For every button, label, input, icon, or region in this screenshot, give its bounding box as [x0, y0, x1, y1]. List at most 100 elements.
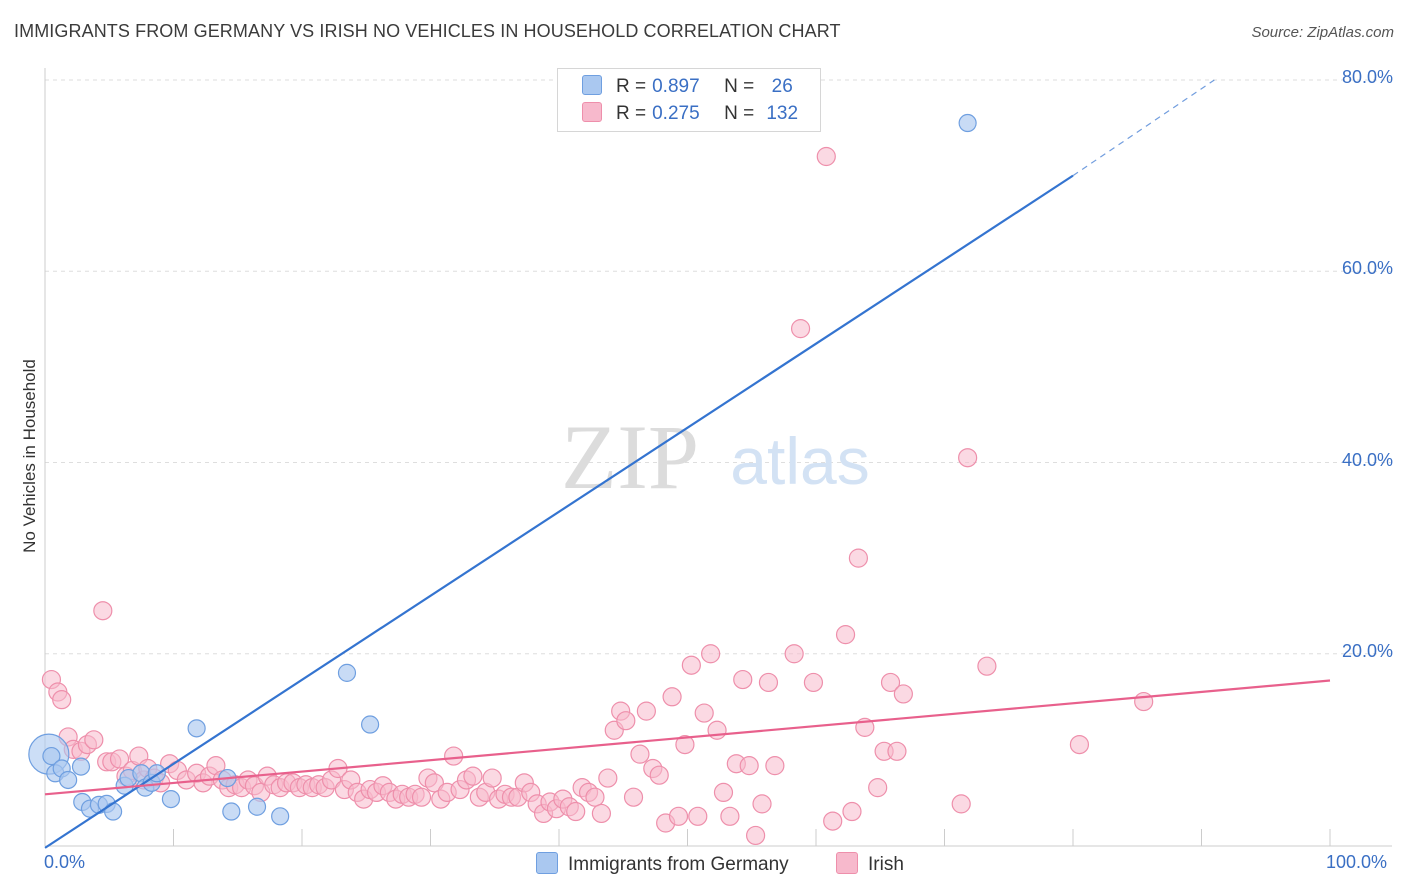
irish-point [623, 787, 644, 807]
bottom-legend-swatch-irish [836, 852, 858, 874]
irish-point [707, 720, 727, 740]
legend-n-label: N = [724, 76, 755, 97]
irish-point [893, 684, 913, 704]
irish-point [823, 811, 843, 831]
grid-lines [45, 79, 1392, 655]
legend-r-label: R = [616, 103, 647, 124]
irish-point [463, 766, 483, 786]
irish-point [616, 711, 636, 731]
irish-point [816, 146, 836, 167]
irish-point [746, 825, 766, 846]
irish-point [958, 448, 978, 468]
germany-trend-line [44, 174, 1074, 849]
legend-r-value: 0.275 [652, 103, 700, 124]
irish-point [636, 701, 656, 721]
irish-point [842, 801, 862, 822]
irish-point [758, 672, 779, 693]
germany-point [59, 770, 78, 790]
chart-source: Source: ZipAtlas.com [1251, 24, 1394, 41]
germany-point [104, 802, 123, 821]
irish-point [880, 672, 901, 693]
germany-trend-extension [1072, 79, 1215, 177]
watermark-zip: ZIP [561, 406, 699, 508]
irish-point [848, 548, 869, 568]
irish-point [790, 319, 811, 339]
germany-point [42, 746, 61, 766]
irish-trend-line [44, 679, 1331, 796]
legend-n-value: 132 [766, 103, 799, 124]
irish-point [630, 744, 650, 764]
y-tick-label: 80.0% [1341, 67, 1393, 87]
axes [44, 68, 1392, 847]
irish-point [598, 768, 618, 788]
irish-point [1134, 691, 1154, 712]
irish-point [52, 690, 72, 710]
irish-point [675, 734, 695, 755]
bottom-legend-label-irish: Irish [868, 854, 904, 875]
x-tick-label-max: 100.0% [1326, 852, 1388, 872]
irish-point [868, 778, 888, 798]
irish-point [424, 773, 444, 793]
irish-point [765, 756, 785, 776]
irish-point [649, 765, 669, 785]
legend-n-label: N = [724, 103, 755, 124]
y-tick-label: 60.0% [1341, 258, 1393, 279]
x-tick-label-min: 0.0% [44, 852, 86, 872]
bottom-legend-swatch-germany [536, 852, 558, 874]
irish-point [1069, 734, 1090, 755]
irish-point [803, 672, 824, 693]
irish-point [482, 768, 502, 788]
germany-points [28, 113, 977, 826]
irish-point [566, 801, 586, 822]
irish-point [585, 787, 605, 807]
irish-point [411, 787, 432, 807]
germany-point [337, 663, 357, 682]
irish-point [591, 803, 612, 824]
bottom-legend-irish: Irish [836, 852, 904, 876]
legend-swatch-irish [582, 102, 602, 122]
irish-point [733, 669, 753, 690]
irish-point [701, 644, 721, 664]
irish-point [739, 756, 759, 776]
irish-point [713, 782, 734, 803]
germany-point [247, 797, 267, 816]
irish-point [977, 656, 997, 676]
germany-point [161, 789, 181, 809]
irish-point [887, 741, 907, 761]
germany-point [222, 802, 241, 821]
irish-point [84, 730, 104, 750]
legend-r-label: R = [616, 76, 647, 97]
legend-row-irish: R = 0.275 N = 132 [582, 102, 804, 126]
irish-point [835, 625, 856, 645]
bottom-legend-label-germany: Immigrants from Germany [568, 854, 789, 875]
watermark: ZIP atlas [561, 406, 870, 508]
legend-row-germany: R = 0.897 N = 26 [582, 75, 804, 99]
y-tick-label: 40.0% [1341, 449, 1393, 470]
germany-point [271, 807, 290, 826]
y-tick-label: 20.0% [1341, 640, 1393, 661]
irish-point [109, 749, 130, 769]
bottom-legend-germany: Immigrants from Germany [536, 852, 789, 876]
irish-point [662, 687, 682, 707]
irish-point [752, 794, 772, 814]
legend: R = 0.897 N = 26 R = 0.275 N = 132 [557, 68, 821, 132]
irish-point [951, 794, 971, 814]
irish-point [93, 601, 113, 621]
irish-point [784, 644, 804, 664]
watermark-atlas: atlas [730, 424, 869, 498]
trend-lines [44, 79, 1331, 849]
irish-point [668, 806, 689, 826]
irish-point [694, 703, 714, 723]
irish-point [720, 806, 740, 826]
irish-point [444, 746, 464, 766]
germany-point [71, 757, 91, 776]
legend-swatch-germany [582, 75, 602, 95]
germany-point [958, 113, 977, 133]
irish-point [681, 655, 701, 675]
irish-point [688, 806, 708, 826]
legend-r-value: 0.897 [652, 76, 700, 97]
germany-point [187, 719, 206, 738]
legend-n-value: 26 [771, 76, 793, 97]
germany-point [361, 715, 380, 734]
